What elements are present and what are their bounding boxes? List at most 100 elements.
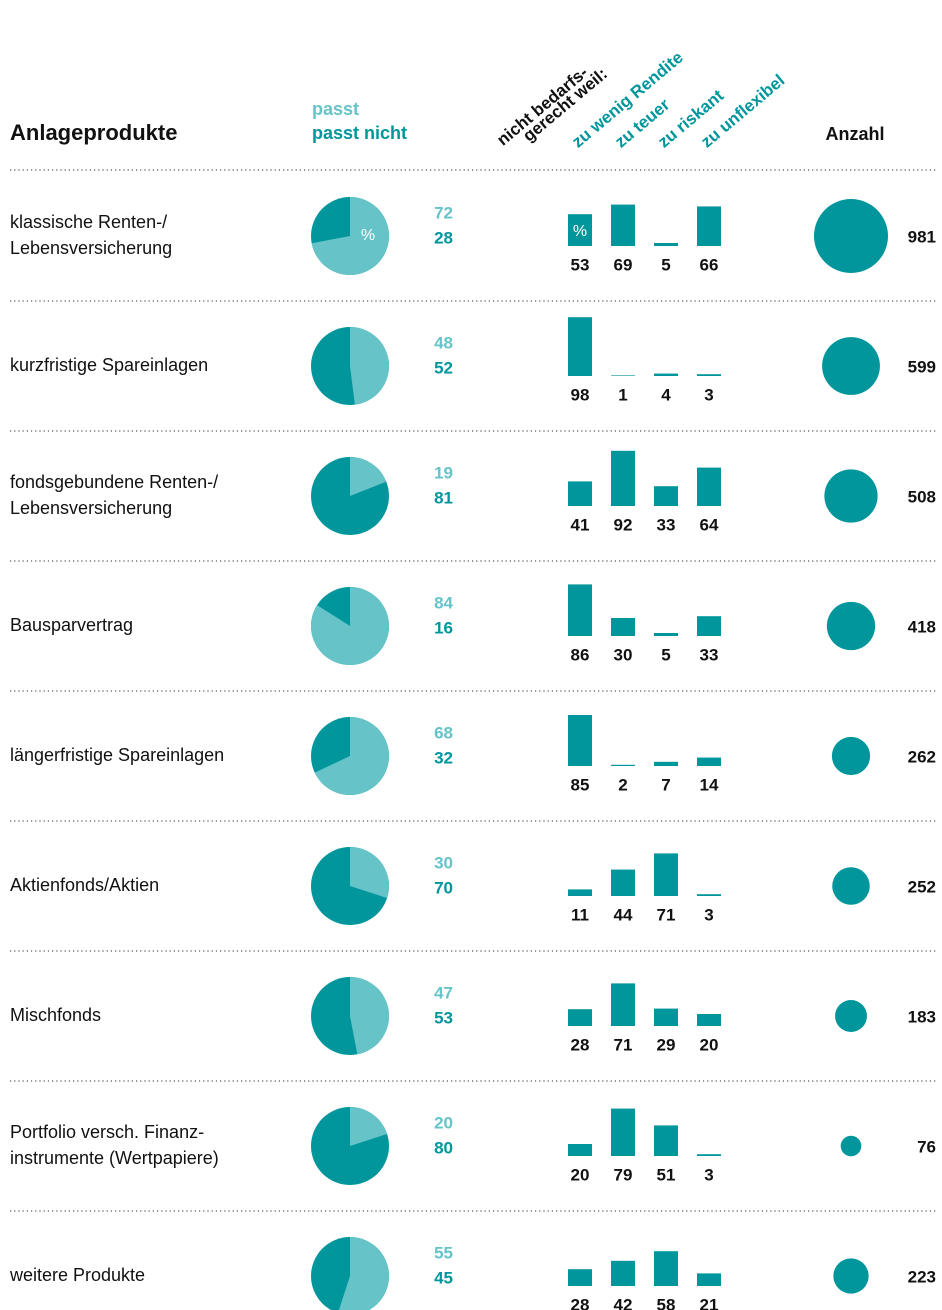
reason-value: 4	[661, 385, 671, 404]
count-value: 508	[908, 487, 936, 506]
reason-bar	[654, 1008, 678, 1026]
count-bubble	[835, 1000, 867, 1032]
fit-value: 72	[434, 203, 453, 222]
reason-bar	[611, 1260, 635, 1286]
row-label: fondsgebundene Renten-/	[10, 472, 218, 492]
reason-bar	[611, 204, 635, 246]
count-bubble	[822, 337, 880, 395]
row-label: Mischfonds	[10, 1005, 101, 1025]
row-label: instrumente (Wertpapiere)	[10, 1148, 219, 1168]
reason-value: 44	[614, 905, 633, 924]
reason-value: 20	[571, 1165, 590, 1184]
unfit-value: 16	[434, 618, 453, 637]
unfit-value: 53	[434, 1008, 453, 1027]
reason-bar	[654, 373, 678, 376]
reason-value: 5	[661, 645, 670, 664]
reason-value: 28	[571, 1035, 590, 1054]
reason-value: 33	[700, 645, 719, 664]
reason-bar	[697, 206, 721, 246]
count-value: 599	[908, 357, 936, 376]
fit-value: 48	[434, 333, 453, 352]
row-label: Portfolio versch. Finanz-	[10, 1122, 204, 1142]
reason-value: 66	[700, 255, 719, 274]
reason-bar	[611, 983, 635, 1026]
reason-bar	[568, 317, 592, 376]
unfit-value: 32	[434, 748, 453, 767]
fit-value: 55	[434, 1243, 453, 1262]
reason-bar	[611, 1108, 635, 1156]
count-bubble	[832, 867, 870, 905]
reason-bar	[611, 869, 635, 896]
pie-fit	[350, 327, 389, 405]
pie-fit	[350, 847, 389, 899]
reason-bar	[568, 1144, 592, 1156]
reason-value: 3	[704, 905, 713, 924]
reason-bar	[611, 375, 635, 376]
reason-value: 11	[571, 905, 589, 924]
pie-fit	[350, 457, 387, 496]
reason-value: 85	[571, 775, 590, 794]
count-bubble	[826, 601, 876, 651]
count-value: 262	[908, 747, 936, 766]
pie-fit	[350, 977, 389, 1055]
reason-value: 3	[704, 385, 713, 404]
reason-value: 79	[614, 1165, 633, 1184]
reason-value: 21	[700, 1295, 719, 1310]
reason-bar	[697, 467, 721, 506]
reason-value: 3	[704, 1165, 713, 1184]
fit-value: 19	[434, 463, 453, 482]
row-label: kurzfristige Spareinlagen	[10, 355, 208, 375]
count-value: 418	[908, 617, 936, 636]
row-label: weitere Produkte	[9, 1265, 145, 1285]
reason-bar	[654, 1251, 678, 1286]
unfit-value: 70	[434, 878, 453, 897]
count-bubble	[831, 736, 871, 776]
reason-value: 71	[614, 1035, 633, 1054]
reason-bar	[568, 214, 592, 246]
reason-value: 64	[700, 515, 719, 534]
legend-unfit: passt nicht	[312, 123, 407, 143]
reason-bar	[697, 757, 721, 766]
reason-value: 53	[571, 255, 590, 274]
reason-value: 58	[657, 1295, 676, 1310]
unfit-value: 81	[434, 488, 453, 507]
reason-bar	[568, 715, 592, 766]
reason-bar	[568, 481, 592, 506]
count-bubble	[840, 1135, 862, 1157]
row-label: längerfristige Spareinlagen	[10, 745, 224, 765]
reason-bar	[697, 1014, 721, 1026]
pie-fit	[314, 717, 389, 795]
fit-value: 30	[434, 853, 453, 872]
count-value: 76	[917, 1137, 936, 1156]
reason-bar	[568, 584, 592, 636]
reason-bar	[654, 633, 678, 636]
count-value: 183	[908, 1007, 936, 1026]
count-bubble	[833, 1258, 869, 1294]
reason-bar	[654, 486, 678, 506]
reason-bar	[697, 1273, 721, 1286]
pie-fit	[338, 1237, 389, 1310]
reason-value: 14	[700, 775, 719, 794]
reason-bar	[697, 894, 721, 896]
reason-value: 98	[571, 385, 590, 404]
reason-value: 2	[618, 775, 627, 794]
count-bubble	[824, 469, 878, 523]
row-label: klassische Renten-/	[10, 212, 167, 232]
count-bubble	[814, 199, 888, 273]
reason-value: 5	[661, 255, 670, 274]
legend-fit: passt	[312, 99, 359, 119]
reason-bar	[697, 1154, 721, 1156]
row-label: Lebensversicherung	[10, 498, 172, 518]
row-label: Lebensversicherung	[10, 238, 172, 258]
reason-value: 86	[571, 645, 590, 664]
fit-value: 20	[434, 1113, 453, 1132]
reason-value: 1	[618, 385, 627, 404]
unfit-value: 28	[434, 228, 453, 247]
reason-value: 30	[614, 645, 633, 664]
reason-value: 71	[657, 905, 676, 924]
unfit-value: 45	[434, 1268, 453, 1287]
count-value: 223	[908, 1267, 936, 1286]
reason-bar	[697, 374, 721, 376]
unfit-value: 52	[434, 358, 453, 377]
